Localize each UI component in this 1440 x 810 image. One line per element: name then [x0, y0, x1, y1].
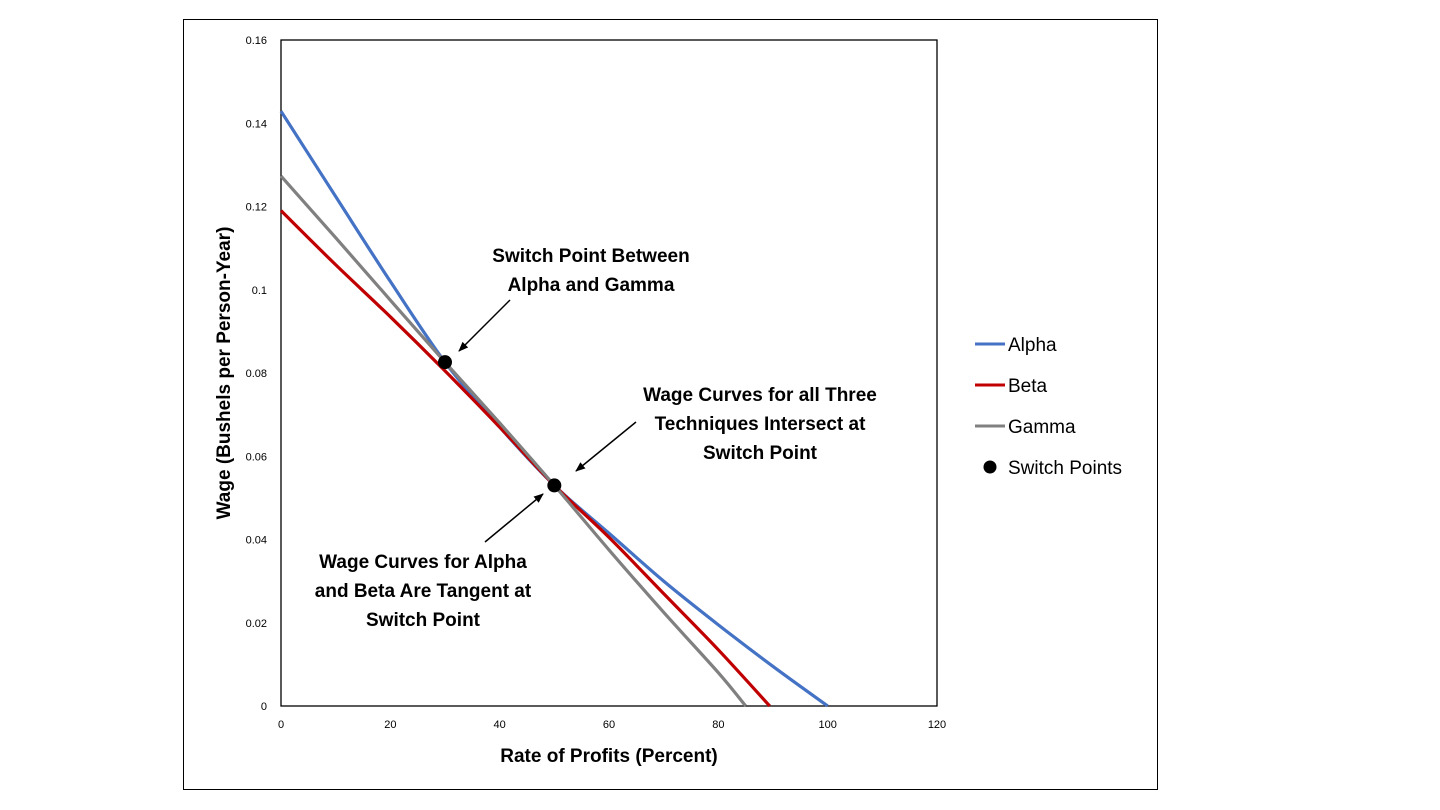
annotation-line: Techniques Intersect at — [655, 414, 866, 435]
annotation-arrow — [458, 299, 511, 352]
annotation-line: Alpha and Gamma — [508, 275, 675, 296]
series-line-alpha — [279, 110, 829, 708]
x-tick-label: 0 — [278, 719, 284, 731]
x-tick-label: 60 — [603, 719, 615, 731]
annotation-line: Switch Point — [703, 443, 818, 464]
switch-points — [438, 355, 562, 493]
y-tick-label: 0.02 — [246, 618, 267, 630]
annotation-alpha-beta-tangent: Wage Curves for Alpha and Beta Are Tange… — [315, 493, 544, 631]
legend-swatch-switch-points — [983, 460, 997, 474]
x-tick-label: 120 — [928, 719, 946, 731]
x-tick-label: 40 — [494, 719, 506, 731]
legend-item-alpha: Alpha — [975, 335, 1057, 356]
switch-point-marker — [547, 478, 562, 493]
legend-label-beta: Beta — [1008, 376, 1048, 397]
y-tick-label: 0.08 — [246, 368, 267, 380]
series-line-gamma — [279, 175, 747, 708]
legend-label-alpha: Alpha — [1008, 335, 1057, 356]
series-line-beta — [279, 209, 771, 708]
chart-frame — [183, 19, 1158, 790]
switch-point-marker — [438, 355, 452, 370]
plot-area — [280, 39, 938, 707]
y-axis-title: Wage (Bushels per Person-Year) — [214, 227, 235, 520]
annotation-alpha-gamma-switch: Switch Point Between Alpha and Gamma — [458, 246, 690, 352]
legend-item-beta: Beta — [975, 376, 1048, 397]
legend-item-gamma: Gamma — [975, 417, 1076, 438]
annotation-line: Wage Curves for all Three — [643, 385, 877, 406]
annotation-line: and Beta Are Tangent at — [315, 581, 532, 602]
annotation-line: Switch Point — [366, 610, 481, 631]
y-tick-label: 0.06 — [246, 451, 267, 463]
annotation-line: Wage Curves for Alpha — [319, 552, 527, 573]
y-tick-label: 0.1 — [252, 285, 267, 297]
y-tick-label: 0.14 — [246, 118, 267, 130]
legend-item-switch-points: Switch Points — [983, 458, 1122, 479]
x-axis-ticks: 0 20 40 60 80 100 120 — [278, 719, 946, 731]
legend-label-gamma: Gamma — [1008, 417, 1076, 438]
x-tick-label: 80 — [712, 719, 724, 731]
annotation-line: Switch Point Between — [492, 246, 689, 267]
y-axis-ticks: 0 0.02 0.04 0.06 0.08 0.1 0.12 0.14 0.16 — [246, 35, 267, 713]
y-tick-label: 0.12 — [246, 202, 267, 214]
x-tick-label: 20 — [384, 719, 396, 731]
x-tick-label: 100 — [818, 719, 836, 731]
y-tick-label: 0.16 — [246, 35, 267, 47]
y-tick-label: 0.04 — [246, 535, 267, 547]
series-lines — [279, 110, 829, 708]
x-axis-title: Rate of Profits (Percent) — [500, 746, 717, 767]
legend: Alpha Beta Gamma Switch Points — [975, 335, 1122, 479]
annotation-three-intersect: Wage Curves for all Three Techniques Int… — [575, 385, 877, 472]
annotation-arrow — [575, 421, 637, 472]
legend-label-switch-points: Switch Points — [1008, 458, 1122, 479]
y-tick-label: 0 — [261, 701, 267, 713]
annotation-arrow — [484, 493, 544, 543]
